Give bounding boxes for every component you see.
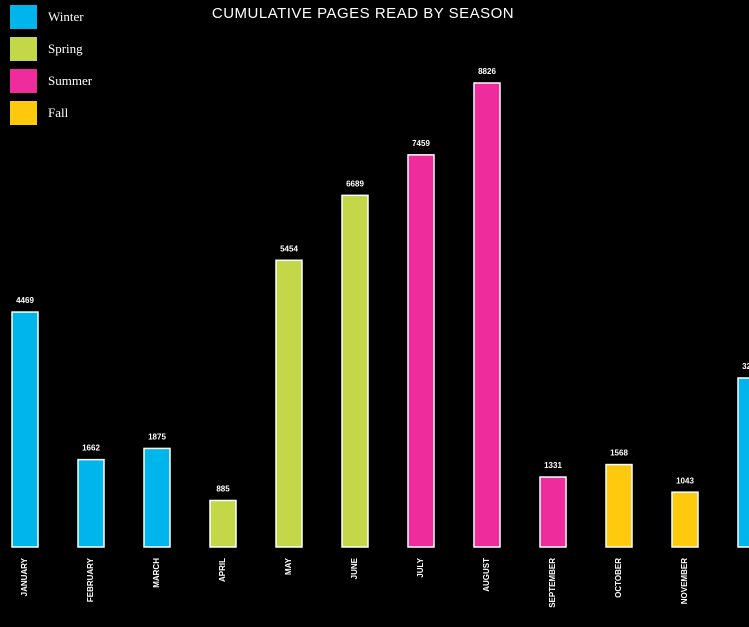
x-tick-label: MAY bbox=[284, 557, 293, 575]
value-label: 885 bbox=[216, 485, 230, 494]
x-tick-label: AUGUST bbox=[482, 558, 491, 592]
chart-title: CUMULATIVE PAGES READ BY SEASON bbox=[212, 5, 514, 22]
bar bbox=[473, 82, 501, 548]
x-tick-label: APRIL bbox=[218, 558, 227, 582]
value-label: 3215 bbox=[742, 362, 749, 371]
x-tick-label: JUNE bbox=[350, 557, 359, 579]
value-label: 4469 bbox=[16, 296, 34, 305]
value-label: 7459 bbox=[412, 139, 430, 148]
bar bbox=[143, 447, 171, 548]
legend-swatch bbox=[10, 5, 37, 29]
bar bbox=[11, 311, 39, 548]
value-label: 5454 bbox=[280, 244, 298, 253]
value-label: 1662 bbox=[82, 444, 100, 453]
legend-swatch bbox=[10, 101, 37, 125]
value-label: 1875 bbox=[148, 433, 166, 442]
bar bbox=[77, 458, 105, 548]
value-label: 1043 bbox=[676, 476, 694, 485]
bar bbox=[539, 476, 567, 548]
bar bbox=[671, 491, 699, 548]
legend-label: Summer bbox=[48, 73, 93, 88]
legend-label: Spring bbox=[48, 41, 83, 56]
x-tick-label: SEPTEMBER bbox=[548, 558, 557, 608]
x-tick-label: MARCH bbox=[152, 558, 161, 588]
legend-label: Fall bbox=[48, 105, 69, 120]
bar bbox=[605, 463, 633, 548]
legend-swatch bbox=[10, 69, 37, 93]
legend-label: Winter bbox=[48, 9, 84, 24]
bar bbox=[407, 154, 435, 548]
value-label: 1568 bbox=[610, 449, 628, 458]
x-tick-label: JULY bbox=[416, 557, 425, 577]
bar bbox=[209, 499, 237, 548]
x-tick-label: FEBRUARY bbox=[86, 557, 95, 602]
bar bbox=[275, 259, 303, 548]
x-tick-label: OCTOBER bbox=[614, 558, 623, 598]
bar bbox=[737, 377, 749, 548]
legend-swatch bbox=[10, 37, 37, 61]
bar bbox=[341, 194, 369, 548]
x-tick-label: JANUARY bbox=[20, 557, 29, 596]
value-label: 8826 bbox=[478, 67, 496, 76]
x-tick-label: NOVEMBER bbox=[680, 558, 689, 604]
value-label: 1331 bbox=[544, 461, 562, 470]
value-label: 6689 bbox=[346, 179, 364, 188]
